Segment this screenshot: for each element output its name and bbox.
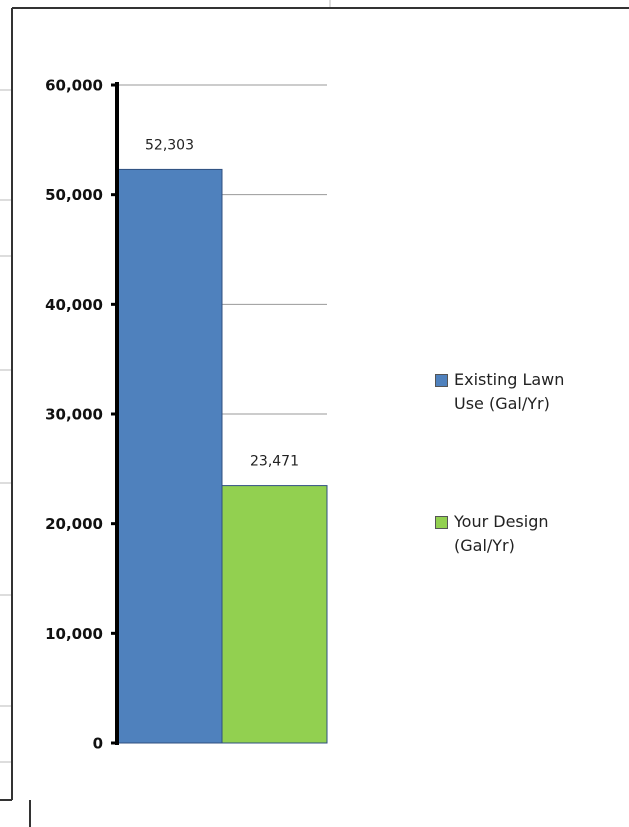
data-label: 23,471 [250, 454, 299, 470]
bar [221, 485, 328, 744]
legend-swatch [435, 516, 448, 529]
y-tick-label: 50,000 [45, 186, 103, 204]
legend-label: Existing Lawn Use (Gal/Yr) [454, 370, 565, 413]
y-tick-label: 30,000 [45, 406, 103, 424]
legend-item: Existing Lawn Use (Gal/Yr) [435, 368, 605, 416]
sheet-gridlines [0, 0, 331, 763]
legend-label: Your Design (Gal/Yr) [454, 512, 549, 555]
y-tick-label: 40,000 [45, 296, 103, 314]
legend-item: Your Design (Gal/Yr) [435, 510, 605, 558]
legend-swatch [435, 374, 448, 387]
data-label: 52,303 [145, 137, 194, 153]
y-tick-label: 0 [93, 735, 103, 753]
y-tick-label: 60,000 [45, 77, 103, 95]
y-tick-label: 10,000 [45, 625, 103, 643]
bar [116, 168, 223, 744]
y-tick-label: 20,000 [45, 515, 103, 533]
